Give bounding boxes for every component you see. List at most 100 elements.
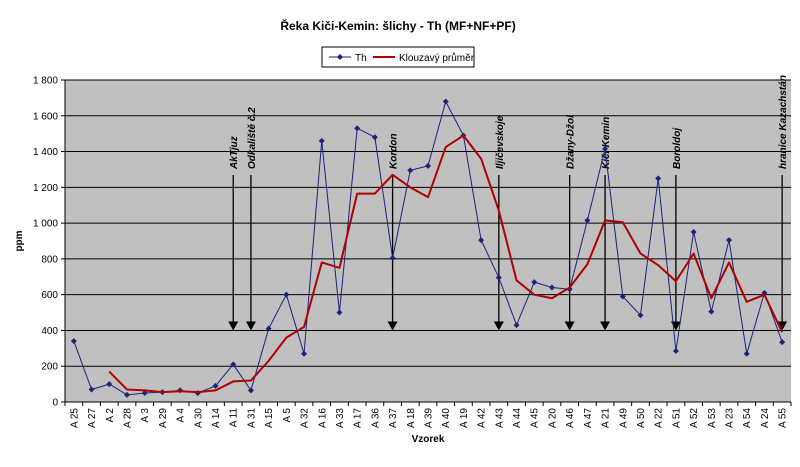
x-tick-label: A 47 [583,408,594,428]
y-tick-label: 1 400 [33,147,58,158]
annotation-label: Kordon [389,133,400,169]
x-tick-label: A 37 [388,408,399,428]
x-tick-label: A 43 [494,408,505,428]
annotation-label: Kiči-Kemin [601,117,612,169]
data-point [283,291,290,298]
data-point [726,237,733,244]
data-point [602,145,609,152]
data-point [637,312,644,319]
x-axis: A 25 A 27 A 2 A 28 A 3 A 29 A 4 A 30 A 14 A 11 A 3… [64,402,792,428]
annotation-arrowhead [228,321,239,331]
x-tick-label: A 2 [105,408,116,423]
data-point [389,254,396,261]
annotations: AkTjuz Odkaliště č.2 Kordon Iljičevskoje Dža… [228,75,789,331]
x-tick-label: A 14 [211,408,222,428]
x-tick-label: A 40 [441,408,452,428]
y-axis-label: ppm [14,230,25,251]
x-tick-label: A 4 [176,408,187,423]
y-tick-label: 1 200 [33,183,58,194]
data-point [584,217,591,224]
data-point [690,229,697,236]
data-point [141,390,148,397]
y-tick-label: 1 800 [33,76,58,87]
annotation-arrowhead [564,321,575,331]
y-tick-label: 0 [52,398,58,409]
annotation-arrowhead [387,321,398,331]
annotation-arrowhead [777,321,788,331]
y-tick-label: 800 [41,254,58,265]
data-point [655,175,662,182]
x-tick-label: A 39 [424,408,435,428]
annotation-label: Iljičevskoje [495,115,506,169]
annotation-arrowhead [245,321,256,331]
data-point [407,167,414,174]
x-tick-label: A 32 [300,408,311,428]
x-tick-label: A 30 [193,408,204,428]
x-tick-label: A 17 [353,408,364,428]
data-point [371,134,378,141]
x-tick-label: A 42 [477,408,488,428]
x-tick-label: A 55 [778,408,789,428]
x-tick-label: A 23 [725,408,736,428]
data-point [708,308,715,315]
x-tick-label: A 28 [122,408,133,428]
annotation-label: hranice Kazachstán [778,75,789,169]
annotation-label: Džany-Džol [566,115,577,169]
data-point [336,309,343,316]
annotation-arrowhead [493,321,504,331]
x-tick-label: A 29 [158,408,169,428]
data-point [495,274,502,281]
series-layer [70,98,786,398]
data-point [123,391,130,398]
chart-title: Řeka Kiči-Kemin: šlichy - Th (MF+NF+PF) [280,18,515,33]
data-point [212,382,219,389]
data-point [230,361,237,368]
data-point [265,325,272,332]
y-tick-label: 400 [41,326,58,337]
data-point [478,237,485,244]
x-tick-label: A 46 [565,408,576,428]
x-tick-label: A 21 [601,408,612,428]
annotation-label: AkTjuz [229,136,240,170]
x-tick-label: A 33 [335,408,346,428]
data-point [106,381,113,388]
x-tick-label: A 16 [317,408,328,428]
annotation-label: Boroldoj [672,128,683,169]
x-tick-label: A 5 [282,408,293,423]
x-tick-label: A 24 [760,408,771,428]
data-point [318,137,325,144]
x-axis-label: Vzorek [412,434,445,445]
x-tick-label: A 18 [406,408,417,428]
y-axis: 0 200 400 600 800 1 000 1 200 1 400 1 600 1 800 [33,76,791,409]
data-point [425,162,431,169]
x-tick-label: A 44 [512,408,523,428]
x-tick-label: A 53 [707,408,718,428]
data-point [70,338,77,345]
series-line-moving-average [108,134,784,394]
data-point [301,350,308,357]
annotation-arrowhead [600,321,611,331]
y-tick-label: 1 000 [33,219,58,230]
data-point [442,98,449,105]
data-point [779,339,786,346]
legend-label-th: Th [355,53,367,64]
data-point [619,293,626,300]
x-tick-label: A 50 [636,408,647,428]
data-point [247,387,254,394]
legend: Th Klouzavý průměr [321,46,475,68]
y-tick-label: 600 [41,290,58,301]
y-tick-label: 200 [41,362,58,373]
x-tick-label: A 51 [671,408,682,428]
y-tick-label: 1 600 [33,111,58,122]
data-point [88,386,95,393]
x-tick-label: A 52 [689,408,700,428]
x-tick-label: A 27 [87,408,98,428]
data-point [743,350,750,357]
x-tick-label: A 31 [246,408,257,428]
plot-area [65,80,791,402]
x-tick-label: A 49 [618,408,629,428]
data-point [548,284,555,291]
data-point [354,125,361,132]
